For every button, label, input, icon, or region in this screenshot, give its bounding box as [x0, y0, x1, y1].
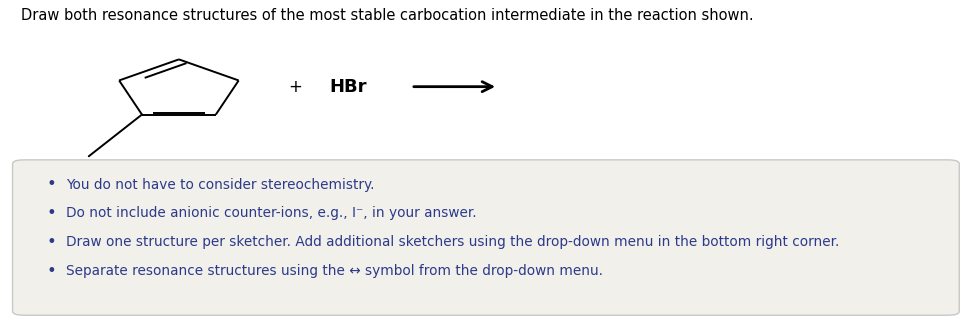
Text: •: • [46, 177, 56, 192]
Text: •: • [46, 235, 56, 250]
Text: HBr: HBr [330, 78, 366, 96]
Text: Draw both resonance structures of the most stable carbocation intermediate in th: Draw both resonance structures of the mo… [21, 8, 754, 23]
Text: Separate resonance structures using the ↔ symbol from the drop-down menu.: Separate resonance structures using the … [66, 264, 602, 278]
Text: •: • [46, 206, 56, 221]
Text: Draw one structure per sketcher. Add additional sketchers using the drop-down me: Draw one structure per sketcher. Add add… [66, 235, 839, 249]
Text: Do not include anionic counter-ions, e.g., I⁻, in your answer.: Do not include anionic counter-ions, e.g… [66, 206, 477, 221]
FancyBboxPatch shape [13, 160, 959, 315]
Text: •: • [46, 264, 56, 279]
Text: You do not have to consider stereochemistry.: You do not have to consider stereochemis… [66, 178, 374, 192]
Text: +: + [288, 78, 302, 96]
